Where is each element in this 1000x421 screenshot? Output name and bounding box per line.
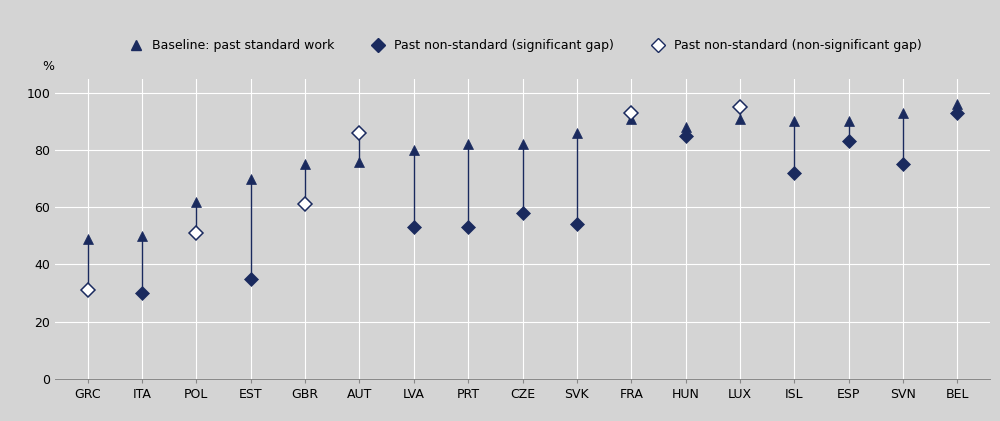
Text: %: % [42, 60, 54, 73]
Legend: Baseline: past standard work, Past non-standard (significant gap), Past non-stan: Baseline: past standard work, Past non-s… [118, 34, 927, 57]
